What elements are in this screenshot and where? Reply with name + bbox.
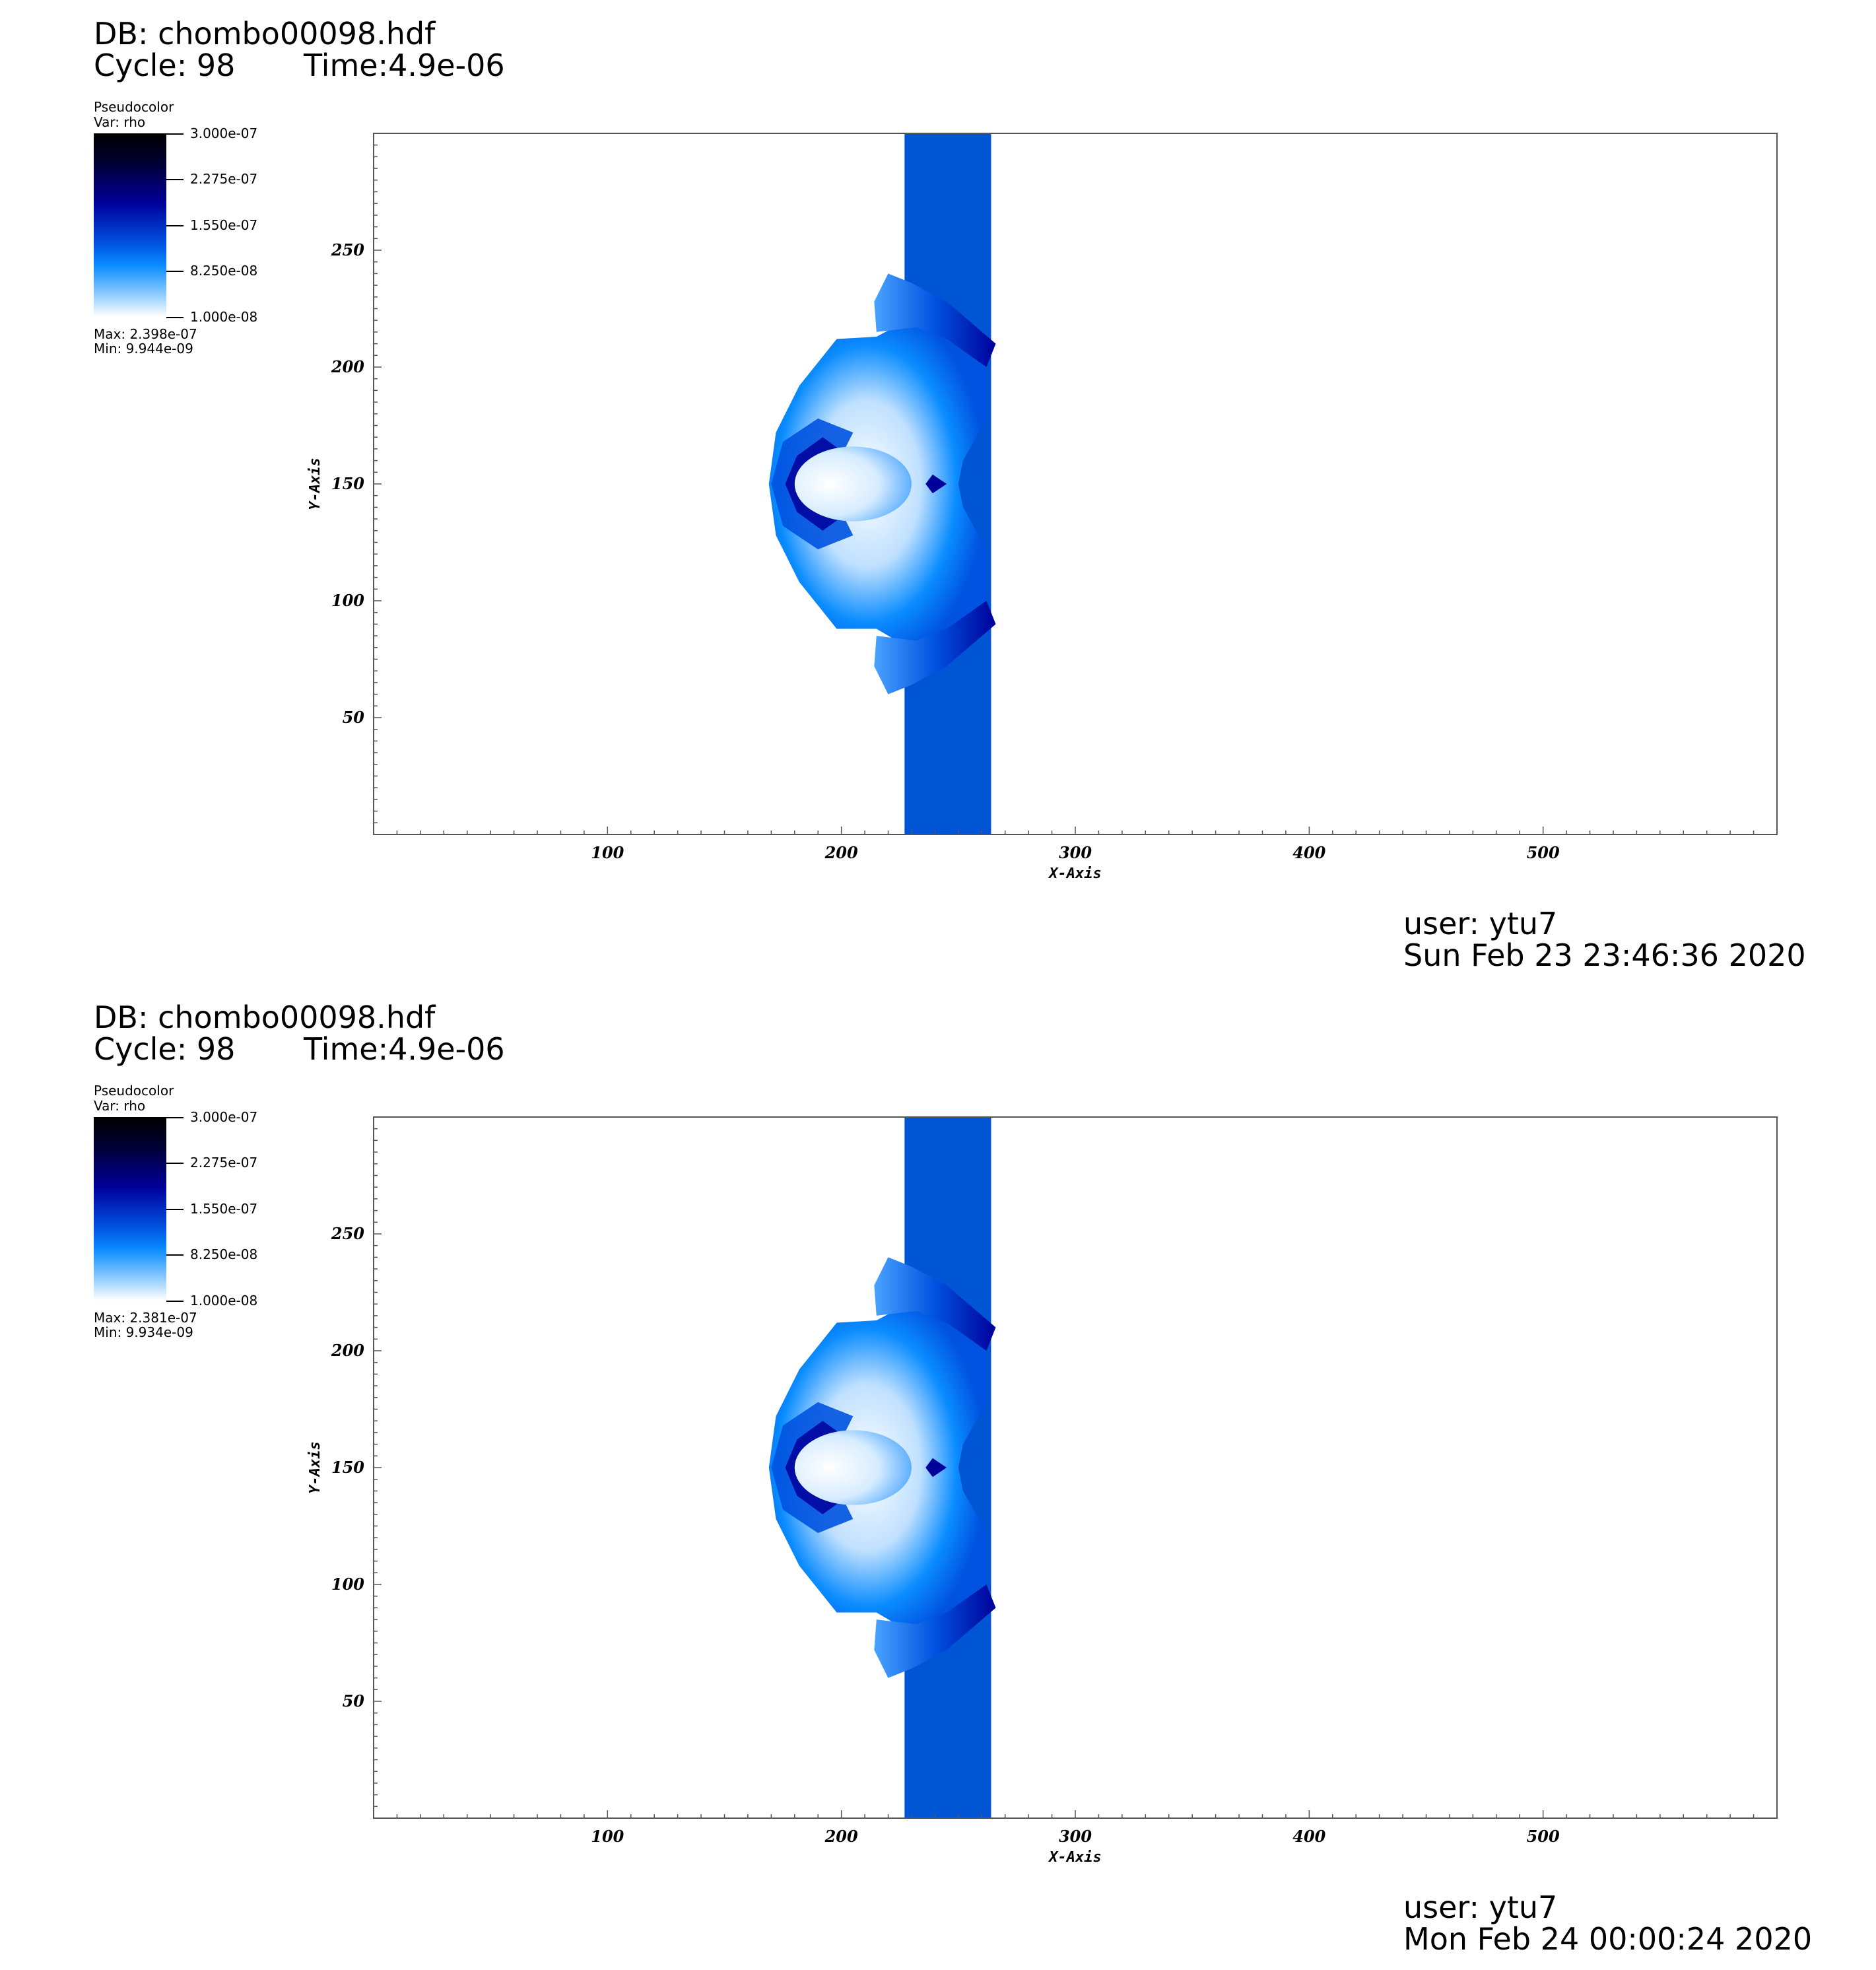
colorbar (94, 1117, 166, 1301)
y-tick-label: 100 (331, 1575, 364, 1594)
legend-min: Min: 9.944e-09 (94, 341, 193, 357)
colorbar (94, 133, 166, 317)
plot-panel-1: DB: chombo00098.hdf Cycle: 98 Time:4.9e-… (0, 0, 1876, 984)
x-tick-label: 500 (1527, 843, 1560, 862)
legend-max: Max: 2.398e-07 (94, 326, 197, 342)
date-label: Sun Feb 23 23:46:36 2020 (1403, 937, 1806, 973)
dense-ring-core (785, 1421, 840, 1514)
time-label: Time:4.9e-06 (304, 1031, 505, 1067)
y-tick-label: 50 (343, 708, 365, 727)
colorbar-tick (166, 225, 184, 226)
colorbar-tick-label: 3.000e-07 (190, 125, 258, 141)
x-axis-label: X-Axis (1048, 866, 1101, 882)
colorbar-tick-label: 3.000e-07 (190, 1109, 258, 1125)
colorbar-tick (166, 1209, 184, 1210)
db-filename: DB: chombo00098.hdf (94, 1000, 436, 1035)
cycle-label: Cycle: 98 (94, 1031, 236, 1067)
y-tick-label: 100 (331, 591, 364, 610)
y-tick-label: 200 (331, 1341, 364, 1360)
colorbar-tick (166, 1163, 184, 1164)
x-axis-label: X-Axis (1048, 1849, 1101, 1866)
pseudocolor-plot: 100 200 300 400 500 50 100 150 200 250 X-Axis Y-Axi… (307, 1116, 1778, 1866)
colorbar-tick-label: 1.550e-07 (190, 217, 258, 233)
y-tick-label: 50 (343, 1691, 365, 1711)
x-tick-label: 400 (1292, 843, 1325, 862)
lower-dense-lobe (874, 1584, 996, 1678)
legend-max: Max: 2.381e-07 (94, 1310, 197, 1326)
y-tick-label: 150 (331, 474, 364, 493)
plot-panel-2: DB: chombo00098.hdf Cycle: 98 Time:4.9e-… (0, 984, 1876, 1967)
low-density-core (794, 1430, 912, 1505)
x-tick-label: 100 (591, 843, 624, 862)
colorbar-tick-label: 1.000e-08 (190, 1293, 258, 1308)
x-tick-label: 200 (824, 1827, 858, 1846)
colorbar-tick (166, 179, 184, 180)
user-label: user: ytu7 (1403, 1889, 1558, 1925)
upper-dense-lobe (874, 273, 996, 367)
y-tick-label: 250 (331, 1224, 364, 1243)
pseudocolor-plot: 100 200 300 400 500 50 100 150 200 250 X-Axis Y-Axi… (307, 133, 1778, 882)
colorbar-tick-label: 8.250e-08 (190, 1246, 258, 1262)
legend-variable: Var: rho (94, 114, 146, 130)
legend-min: Min: 9.934e-09 (94, 1324, 193, 1340)
legend-title: Pseudocolor (94, 99, 174, 115)
density-tip (925, 1458, 947, 1478)
colorbar-tick (166, 1301, 184, 1302)
plot-frame (373, 1116, 1778, 1819)
plot-frame (373, 133, 1778, 835)
db-filename: DB: chombo00098.hdf (94, 16, 436, 51)
y-tick-label: 200 (331, 357, 364, 376)
x-tick-label: 300 (1059, 1827, 1092, 1846)
y-axis-label: Y-Axis (307, 1441, 323, 1493)
x-tick-label: 100 (591, 1827, 624, 1846)
x-tick-label: 200 (824, 843, 858, 862)
y-axis-label: Y-Axis (307, 458, 323, 510)
colorbar-tick-label: 2.275e-07 (190, 1155, 258, 1171)
y-tick-label: 150 (331, 1458, 364, 1477)
colorbar-tick-label: 8.250e-08 (190, 263, 258, 279)
upper-dense-lobe (874, 1257, 996, 1351)
lower-dense-lobe (874, 601, 996, 695)
cycle-label: Cycle: 98 (94, 48, 236, 83)
dense-ring-core (785, 437, 840, 531)
colorbar-tick (166, 1254, 184, 1256)
colorbar-tick-label: 2.275e-07 (190, 171, 258, 187)
colorbar-tick (166, 1117, 184, 1118)
colorbar-tick (166, 317, 184, 318)
colorbar-tick-label: 1.550e-07 (190, 1201, 258, 1217)
x-tick-label: 500 (1527, 1827, 1560, 1846)
user-label: user: ytu7 (1403, 906, 1558, 941)
x-tick-label: 300 (1059, 843, 1092, 862)
density-tip (925, 474, 947, 494)
low-density-core (794, 446, 912, 522)
y-tick-label: 250 (331, 240, 364, 259)
legend-variable: Var: rho (94, 1098, 146, 1114)
x-tick-label: 400 (1292, 1827, 1325, 1846)
colorbar-tick-label: 1.000e-08 (190, 309, 258, 325)
time-label: Time:4.9e-06 (304, 48, 505, 83)
colorbar-tick (166, 133, 184, 135)
legend-title: Pseudocolor (94, 1083, 174, 1099)
colorbar-tick (166, 271, 184, 272)
date-label: Mon Feb 24 00:00:24 2020 (1403, 1921, 1813, 1957)
